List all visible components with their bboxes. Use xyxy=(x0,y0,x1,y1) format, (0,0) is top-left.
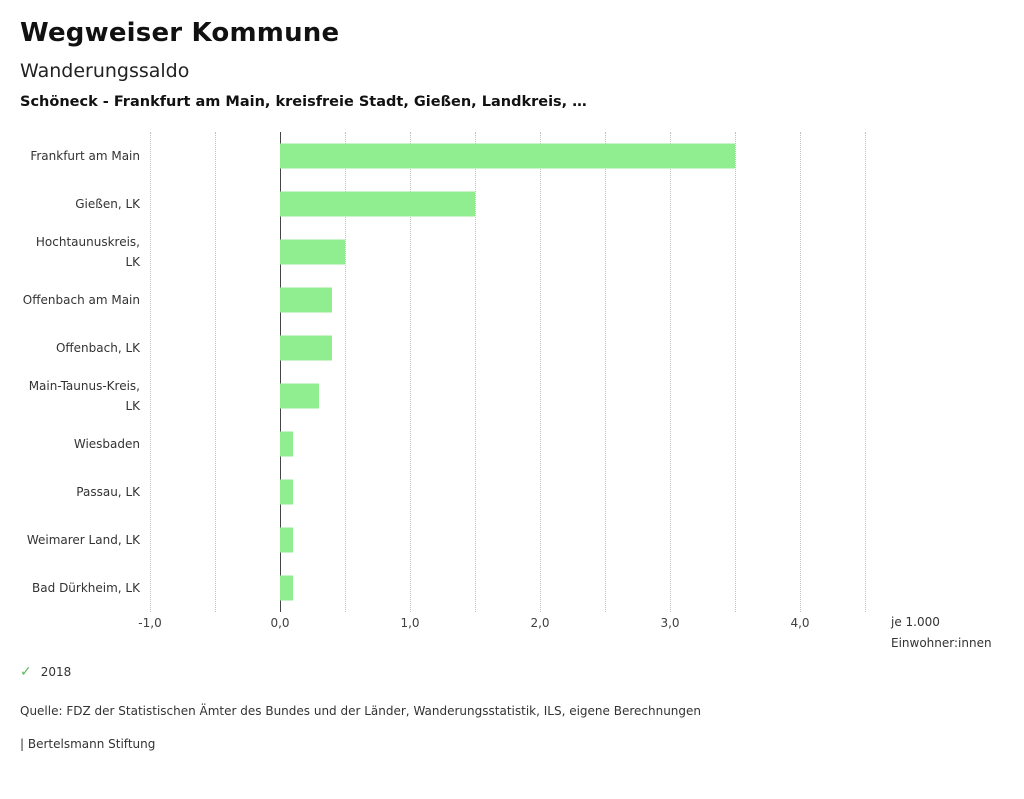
gridline xyxy=(865,132,866,612)
source-text: Quelle: FDZ der Statistischen Ämter des … xyxy=(20,704,702,718)
x-axis: je 1.000 Einwohner:innen -1,0 0,0 1,0 2,0 3,… xyxy=(138,612,991,650)
gridline xyxy=(670,132,671,612)
bar[interactable] xyxy=(280,143,735,169)
bar[interactable] xyxy=(280,383,319,409)
legend-item-2018[interactable]: ✓ 2018 xyxy=(20,664,1004,680)
zero-axis-line xyxy=(280,132,281,612)
category-label: Frankfurt am Main xyxy=(30,149,140,163)
bar-row xyxy=(150,132,865,180)
chart-subtitle: Schöneck - Frankfurt am Main, kreisfreie… xyxy=(20,94,587,110)
legend-label: 2018 xyxy=(40,665,72,679)
x-tick-label: 0,0 xyxy=(270,616,290,630)
category-label: Weimarer Land, LK xyxy=(26,533,140,547)
bar-row xyxy=(150,564,865,612)
bar-row xyxy=(150,372,865,420)
bar-row xyxy=(150,276,865,324)
x-tick-label: -1,0 xyxy=(138,616,162,630)
bar-row xyxy=(150,228,865,276)
gridline xyxy=(474,132,476,612)
bar[interactable] xyxy=(280,335,332,361)
x-tick-label: 3,0 xyxy=(660,616,680,630)
page-title: Wegweiser Kommune xyxy=(20,18,340,48)
axis-unit-line2: Einwohner:innen xyxy=(891,636,992,650)
gridline xyxy=(410,132,411,612)
attribution-text: | Bertelsmann Stiftung xyxy=(20,737,156,751)
bar[interactable] xyxy=(280,575,293,601)
category-label: Main-Taunus-Kreis, LK xyxy=(28,379,140,413)
gridline xyxy=(799,132,801,612)
bar-chart: Frankfurt am Main Gießen, LK Hochtaunuskre… xyxy=(20,132,1004,612)
bar[interactable] xyxy=(280,239,345,265)
category-label: Wiesbaden xyxy=(73,437,140,451)
bar[interactable] xyxy=(280,431,293,457)
plot-area xyxy=(150,132,866,612)
bar-row xyxy=(150,180,865,228)
gridline xyxy=(605,132,606,612)
bar[interactable] xyxy=(280,527,293,553)
gridline xyxy=(735,132,736,612)
bar-row xyxy=(150,516,865,564)
page: Wegweiser Kommune Wanderungssaldo Schöne… xyxy=(20,18,1004,751)
bar[interactable] xyxy=(280,479,293,505)
bar-row xyxy=(150,420,865,468)
chart-title: Wanderungssaldo xyxy=(20,60,190,82)
gridline xyxy=(540,132,541,612)
x-tick-label: 2,0 xyxy=(530,616,550,630)
category-label: Passau, LK xyxy=(76,485,140,499)
check-icon: ✓ xyxy=(20,664,32,680)
category-axis: Frankfurt am Main Gießen, LK Hochtaunuskre… xyxy=(20,132,140,612)
bar-row xyxy=(150,468,865,516)
bar[interactable] xyxy=(280,287,332,313)
axis-unit-line1: je 1.000 xyxy=(891,615,940,629)
gridline xyxy=(150,132,151,612)
axis-unit-label: je 1.000 Einwohner:innen xyxy=(891,612,992,654)
x-tick-label: 4,0 xyxy=(790,616,810,630)
category-label: Bad Dürkheim, LK xyxy=(32,581,140,595)
x-tick-label: 1,0 xyxy=(400,616,420,630)
gridline xyxy=(215,132,216,612)
category-label: Hochtaunuskreis, LK xyxy=(35,235,140,269)
category-label: Offenbach am Main xyxy=(22,293,140,307)
category-label: Gießen, LK xyxy=(75,197,140,211)
gridline xyxy=(345,132,346,612)
category-label: Offenbach, LK xyxy=(55,341,140,355)
bar[interactable] xyxy=(280,191,475,217)
bar-row xyxy=(150,324,865,372)
